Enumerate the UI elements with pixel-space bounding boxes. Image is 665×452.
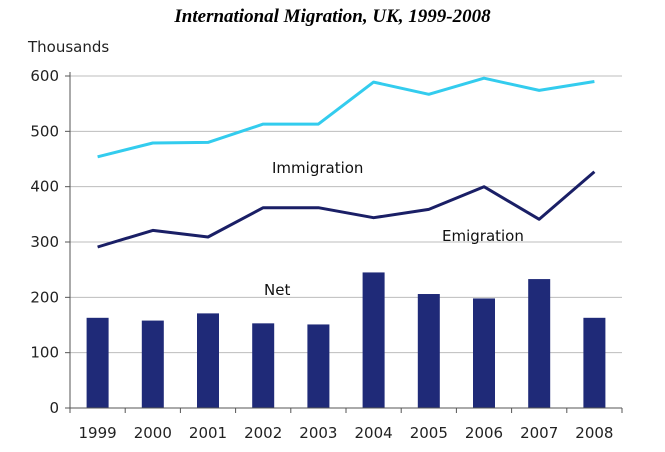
y-tick-label: 500 <box>30 122 59 140</box>
y-tick-label: 200 <box>30 288 59 306</box>
x-tick-label: 2004 <box>355 424 393 442</box>
y-tick-label: 100 <box>30 344 59 362</box>
x-tick-label: 2006 <box>465 424 503 442</box>
x-tick-label: 1999 <box>79 424 117 442</box>
net-bar <box>197 313 219 408</box>
y-tick-label: 400 <box>30 178 59 196</box>
series-label-net: Net <box>264 281 290 299</box>
chart-title: International Migration, UK, 1999-2008 <box>174 6 491 27</box>
x-tick-label: 2001 <box>189 424 227 442</box>
y-tick-label: 600 <box>30 67 59 85</box>
series-line-emigration <box>97 170 596 249</box>
series-line-immigration <box>97 76 595 159</box>
net-bar <box>141 320 164 408</box>
net-bar <box>307 324 330 408</box>
x-tick-label: 2002 <box>244 424 282 442</box>
series-label-emigration: Emigration <box>442 227 524 245</box>
net-bar <box>583 317 606 408</box>
series-label-immigration: Immigration <box>272 159 363 177</box>
y-tick-label: 300 <box>30 233 59 251</box>
net-bar <box>417 294 440 408</box>
x-tick-label: 2005 <box>410 424 448 442</box>
x-tick-labels: 1999 2000 2001 2002 2003 2004 2005 2006 2007 2008 <box>79 424 614 442</box>
net-bar <box>473 298 495 408</box>
axes <box>65 72 623 413</box>
x-tick-label: 2003 <box>299 424 337 442</box>
x-tick-label: 2007 <box>520 424 558 442</box>
y-tick-labels: 0 100 200 300 400 500 600 <box>30 67 59 417</box>
x-tick-label: 2008 <box>575 424 613 442</box>
y-axis-label: Thousands <box>27 38 109 56</box>
net-bar <box>252 323 275 408</box>
net-bar <box>86 317 109 408</box>
net-bar <box>528 279 551 408</box>
y-tick-label: 0 <box>49 399 59 417</box>
x-tick-label: 2000 <box>134 424 172 442</box>
series-lines <box>97 76 596 249</box>
net-bar <box>362 272 385 408</box>
net-bars <box>86 272 606 408</box>
